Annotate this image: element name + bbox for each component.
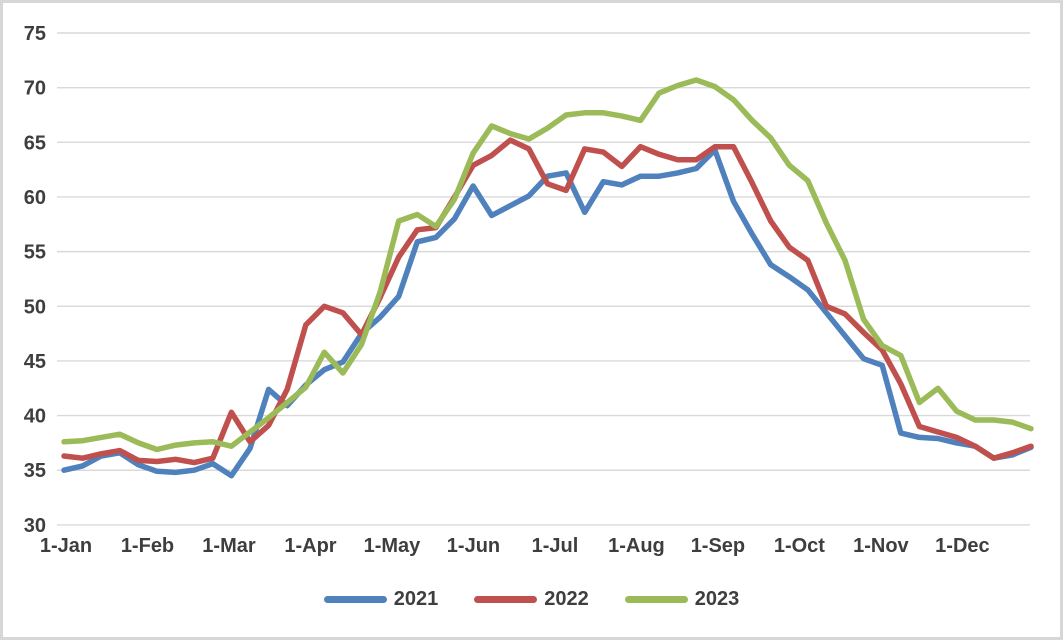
chart-legend: 2021 2022 2023 bbox=[3, 589, 1060, 609]
series-line-2022[interactable] bbox=[61, 137, 1034, 466]
y-tick-65: 65 bbox=[24, 132, 46, 154]
legend-swatch-2023 bbox=[624, 595, 688, 603]
x-tick-1-Mar: 1-Mar bbox=[202, 535, 256, 557]
x-tick-1-Jan: 1-Jan bbox=[40, 535, 92, 557]
x-tick-1-Jul: 1-Jul bbox=[532, 535, 579, 557]
x-tick-1-Oct: 1-Oct bbox=[774, 535, 825, 557]
y-tick-45: 45 bbox=[24, 351, 46, 373]
x-tick-1-Dec: 1-Dec bbox=[935, 535, 989, 557]
x-tick-1-Feb: 1-Feb bbox=[121, 535, 174, 557]
series-line-2023[interactable] bbox=[61, 77, 1034, 453]
legend-swatch-2021 bbox=[323, 595, 387, 603]
x-tick-1-Apr: 1-Apr bbox=[284, 535, 336, 557]
legend-label-2021: 2021 bbox=[393, 588, 439, 610]
legend-label-2023: 2023 bbox=[694, 588, 740, 610]
legend-label-2022: 2022 bbox=[544, 588, 589, 610]
y-tick-55: 55 bbox=[24, 242, 46, 264]
y-tick-35: 35 bbox=[24, 460, 46, 482]
legend-swatch-2022 bbox=[474, 595, 538, 603]
y-tick-40: 40 bbox=[24, 406, 46, 428]
y-tick-60: 60 bbox=[24, 187, 46, 209]
y-tick-70: 70 bbox=[24, 78, 46, 100]
y-tick-75: 75 bbox=[24, 23, 46, 45]
x-tick-1-Sep: 1-Sep bbox=[691, 535, 745, 557]
legend-item-2023[interactable]: 2023 bbox=[624, 588, 740, 610]
y-tick-30: 30 bbox=[24, 515, 46, 537]
legend-item-2022[interactable]: 2022 bbox=[474, 589, 589, 609]
x-tick-1-Nov: 1-Nov bbox=[853, 535, 909, 557]
x-tick-1-May: 1-May bbox=[364, 535, 422, 557]
legend-item-2021[interactable]: 2021 bbox=[323, 588, 439, 610]
y-tick-50: 50 bbox=[24, 296, 46, 318]
x-tick-1-Aug: 1-Aug bbox=[608, 535, 665, 557]
line-chart: 30 35 40 45 50 55 60 65 70 75 1-Jan 1-Feb 1-Mar 1-Apr… bbox=[24, 23, 1034, 557]
x-tick-1-Jun: 1-Jun bbox=[447, 535, 500, 557]
series-line-2021[interactable] bbox=[61, 147, 1034, 479]
